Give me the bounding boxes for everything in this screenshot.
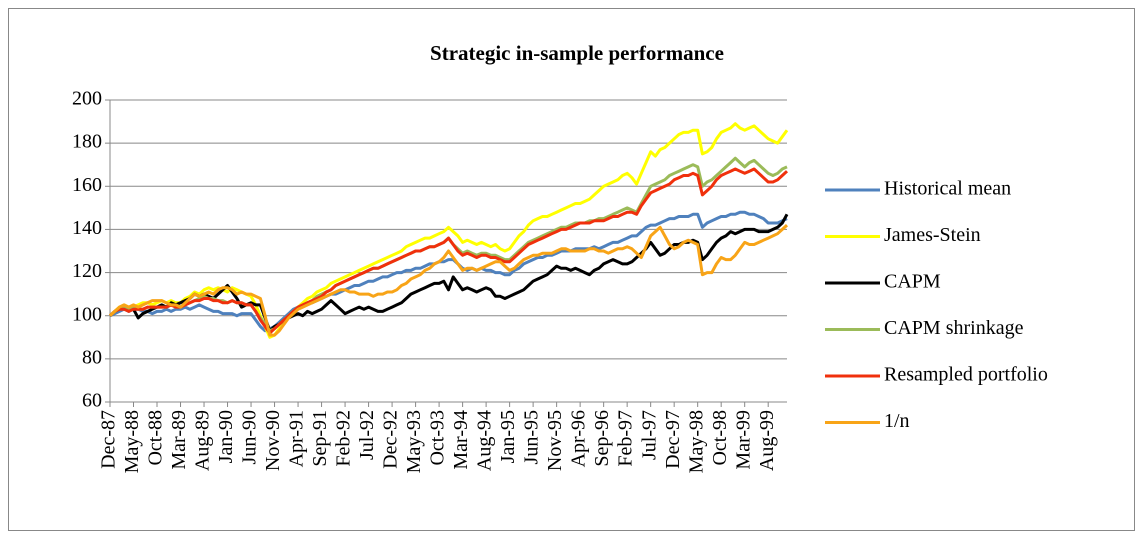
x-tick-label: Aug-89 — [192, 410, 214, 471]
series-line — [108, 223, 789, 337]
x-tick-label: Sep-96 — [591, 410, 613, 467]
x-tick-label: Dec-87 — [98, 410, 120, 469]
x-tick-label: Mar-89 — [168, 410, 190, 470]
legend-label: CAPM — [884, 271, 941, 293]
x-tick-label: Jul-92 — [356, 410, 378, 460]
y-tick-label: 80 — [82, 346, 102, 368]
x-tick-label: Jun-95 — [521, 410, 543, 464]
x-tick-label: May-88 — [121, 410, 143, 473]
legend-label: Resampled portfolio — [884, 364, 1048, 386]
x-tick-label: Jan-90 — [215, 410, 237, 463]
x-tick-label: Jun-90 — [239, 410, 261, 464]
x-tick-label: May-98 — [685, 410, 707, 473]
y-tick-label: 120 — [72, 260, 102, 282]
y-tick-label: 200 — [72, 88, 102, 110]
x-tick-label: Oct-98 — [709, 410, 731, 466]
x-tick-label: Nov-95 — [544, 410, 566, 471]
legend-label: James-Stein — [884, 224, 981, 246]
x-tick-label: Feb-92 — [333, 410, 355, 467]
y-tick-label: 100 — [72, 303, 102, 325]
x-tick-label: Feb-97 — [615, 410, 637, 467]
legend-label: Historical mean — [884, 178, 1011, 200]
x-tick-label: Jan-95 — [497, 410, 519, 463]
x-tick-label: Apr-96 — [568, 410, 590, 467]
x-tick-label: May-93 — [403, 410, 425, 473]
series-line — [109, 210, 788, 333]
x-tick-label: Jul-97 — [638, 410, 660, 460]
legend-label: CAPM shrinkage — [884, 317, 1024, 339]
x-tick-label: Mar-94 — [450, 410, 472, 470]
series-line — [108, 167, 789, 335]
y-tick-label: 160 — [72, 174, 102, 196]
x-tick-label: Sep-91 — [309, 410, 331, 467]
y-tick-label: 180 — [72, 131, 102, 153]
legend-label: 1/n — [884, 410, 910, 432]
x-tick-label: Nov-90 — [262, 410, 284, 471]
x-tick-label: Aug-99 — [756, 410, 778, 471]
y-tick-label: 140 — [72, 217, 102, 239]
x-tick-label: Dec-97 — [662, 410, 684, 469]
x-tick-label: Mar-99 — [732, 410, 754, 470]
x-tick-label: Oct-88 — [145, 410, 167, 466]
x-tick-label: Apr-91 — [286, 410, 308, 467]
series-line — [108, 213, 789, 333]
chart-title: Strategic in-sample performance — [430, 41, 724, 65]
y-tick-label: 60 — [82, 390, 102, 412]
x-tick-label: Oct-93 — [427, 410, 449, 466]
x-tick-label: Dec-92 — [380, 410, 402, 469]
x-tick-label: Aug-94 — [474, 410, 496, 471]
